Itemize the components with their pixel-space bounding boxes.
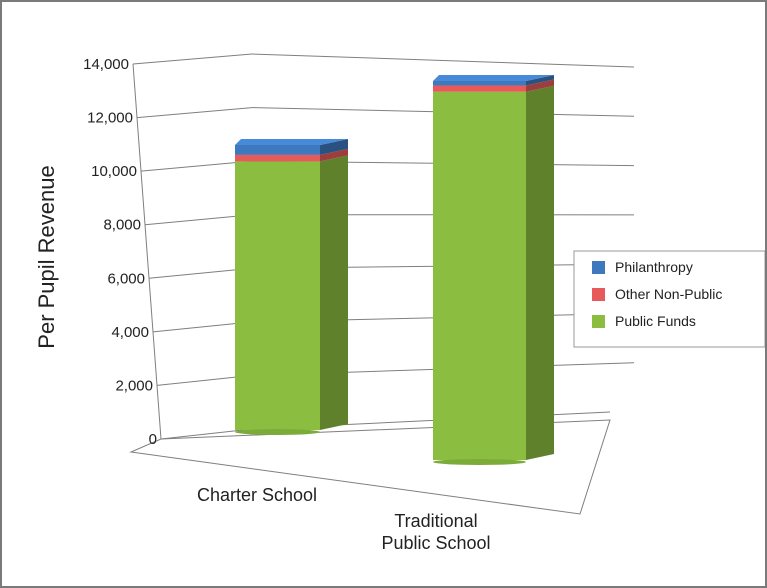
y-tick-label: 10,000 — [91, 163, 137, 180]
gridlines — [132, 53, 635, 440]
y-tick-label: 2,000 — [115, 377, 153, 394]
y-tick-label: 4,000 — [111, 324, 149, 341]
y-axis-label: Per Pupil Revenue — [34, 165, 59, 348]
legend-label: Philanthropy — [615, 259, 693, 275]
y-tick-label: 12,000 — [87, 110, 133, 127]
bar-1-base — [433, 459, 526, 465]
bar-1-philanthropy-side — [526, 75, 554, 86]
gridline — [160, 428, 253, 440]
y-axis-ticks: 0 2,000 4,000 6,000 8,000 10,000 12,000 14,000 — [83, 56, 157, 448]
legend-swatch — [592, 315, 605, 328]
bar-0-philanthropy-front — [235, 145, 320, 155]
bar-1-other-non-public-front — [433, 85, 526, 92]
bar-1-top — [433, 75, 554, 81]
legend-label: Other Non-Public — [615, 286, 722, 302]
bar-0-other-non-public-front — [235, 154, 320, 162]
y-tick-label: 14,000 — [83, 56, 129, 73]
bar-1-philanthropy-front — [433, 81, 526, 86]
bar-0-philanthropy-side — [320, 139, 348, 155]
gridline — [144, 214, 253, 226]
gridline — [136, 107, 253, 119]
bar-0-top — [235, 139, 348, 145]
bar-0-public-funds-side — [320, 155, 348, 431]
y-tick-label: 8,000 — [103, 217, 141, 234]
bar-0-public-funds-front — [235, 161, 320, 431]
legend-swatch — [592, 261, 605, 274]
y-tick-label: 6,000 — [107, 270, 145, 287]
gridline — [132, 53, 253, 65]
legend-swatch — [592, 288, 605, 301]
bars — [235, 75, 554, 465]
gridline — [140, 160, 253, 172]
category-label: Charter School — [197, 485, 317, 505]
bar-1-public-funds-side — [526, 85, 554, 460]
gridline — [148, 267, 253, 279]
bar-1-public-funds-front — [433, 91, 526, 460]
legend-label: Public Funds — [615, 313, 696, 329]
bar-0-other-non-public-side — [320, 148, 348, 162]
bar-1-other-non-public-side — [526, 79, 554, 92]
y-tick-label: 0 — [149, 431, 157, 448]
bar-0-base — [235, 429, 320, 435]
legend-box — [573, 250, 765, 348]
category-labels: Charter School Traditional Public School — [197, 485, 491, 553]
category-label: Traditional Public School — [381, 511, 490, 553]
y-axis-line — [132, 63, 162, 440]
gridline-back — [251, 53, 635, 68]
legend: Philanthropy Other Non-Public Public Funds — [573, 250, 765, 348]
